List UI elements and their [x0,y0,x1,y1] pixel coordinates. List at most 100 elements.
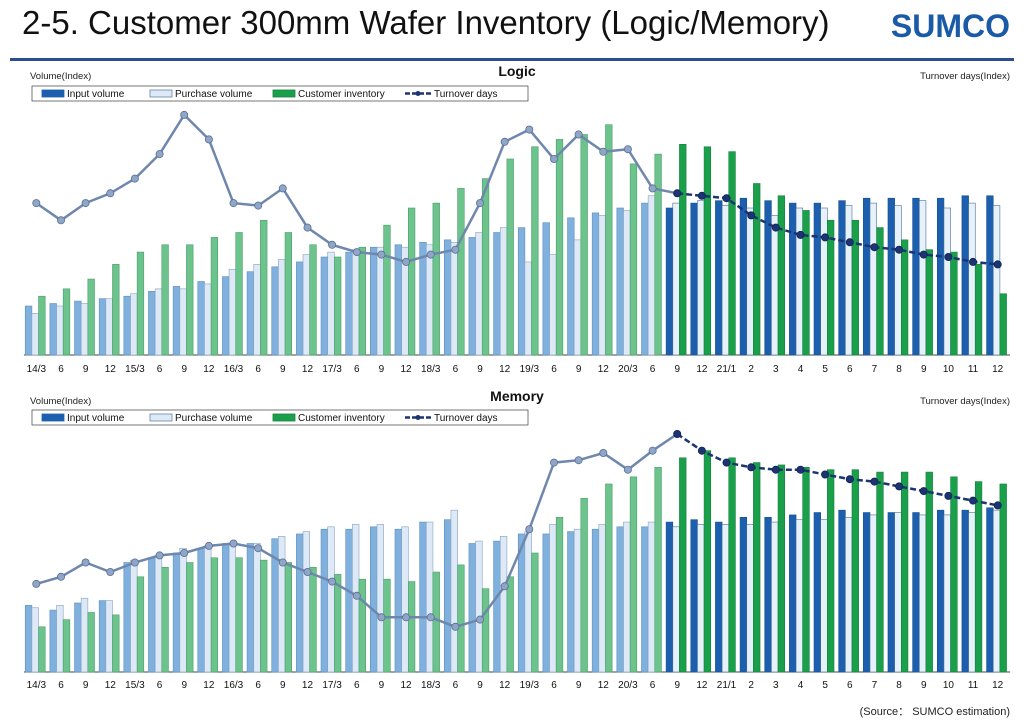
purchase-bar [771,521,779,673]
input-bar [148,557,156,673]
turnover-point [747,463,756,472]
purchase-bar [573,528,582,673]
inventory-bar [827,469,835,673]
purchase-bar [524,261,532,356]
input-bar [715,200,723,356]
x-tick-label: 12 [203,364,215,375]
input-bar [567,217,575,356]
turnover-point [673,429,682,438]
turnover-point [821,470,830,479]
inventory-bar [876,227,884,356]
inventory-bar [580,497,588,673]
x-tick-label: 3 [773,364,779,375]
purchase-bar [992,509,1001,673]
input-bar [296,533,304,673]
legend-swatch [149,413,173,422]
x-tick-label: 3 [773,680,779,691]
turnover-point [229,199,238,208]
inventory-bar [235,557,243,673]
inventory-bar [531,552,539,673]
legend-item-label: Purchase volume [175,413,253,424]
input-bar [370,246,378,356]
purchase-bar [623,210,631,356]
purchase-bar [228,543,237,673]
x-tick-label: 6 [58,364,64,375]
turnover-point [574,456,583,465]
purchase-bar [746,207,754,356]
turnover-point [278,184,287,193]
turnover-point [969,257,978,266]
purchase-bar [672,526,680,673]
input-bar [887,512,895,673]
input-bar [665,207,674,356]
purchase-bar [450,242,458,356]
inventory-bar [383,224,391,356]
x-tick-label: 10 [943,364,955,375]
inventory-bar [161,566,169,673]
x-tick-label: 6 [650,680,656,691]
purchase-bar [376,246,384,356]
inventory-bar [284,562,293,673]
inventory-bar [112,614,120,673]
x-tick-label: 9 [674,364,680,375]
x-tick-label: 2 [748,680,754,691]
x-tick-label: 20/3 [618,680,638,691]
purchase-bar [968,202,976,356]
x-tick-label: 12 [302,364,314,375]
turnover-point [32,199,41,208]
x-tick-label: 12 [696,680,708,691]
turnover-point [599,448,608,457]
input-bar [468,543,476,673]
x-tick-label: 5 [822,680,828,691]
turnover-point [81,558,90,567]
purchase-bar [943,207,951,356]
inventory-bar [753,462,761,673]
purchase-bar [943,514,951,673]
x-tick-label: 15/3 [125,680,145,691]
turnover-point [993,501,1002,510]
turnover-point [771,465,780,474]
purchase-bar [549,254,557,356]
inventory-bar [728,457,736,673]
x-tick-label: 12 [992,680,1004,691]
input-bar [320,528,328,673]
purchase-bar [80,303,89,356]
x-tick-label: 12 [499,680,511,691]
inventory-bar [950,476,958,673]
inventory-bar [654,153,662,356]
x-tick-label: 21/1 [717,364,737,375]
right-axis-label: Turnover days(Index) [920,396,1010,407]
turnover-point [81,199,90,208]
inventory-bar [210,237,219,356]
input-bar [715,521,723,673]
input-bar [567,531,575,673]
purchase-bar [721,205,730,356]
x-tick-label: 6 [354,364,360,375]
inventory-bar [186,244,194,356]
purchase-bar [475,232,483,356]
x-tick-label: 17/3 [322,364,342,375]
inventory-bar [161,244,169,356]
x-tick-label: 6 [551,680,557,691]
purchase-bar [327,526,335,673]
inventory-bar [383,578,391,673]
inventory-bar [629,476,638,673]
inventory-bar [506,576,514,673]
inventory-bar [284,232,293,356]
turnover-point [550,458,559,467]
inventory-bar [555,516,564,673]
x-tick-label: 9 [576,364,582,375]
purchase-bar [204,283,212,356]
input-bar [838,509,846,673]
purchase-bar [31,607,39,673]
input-bar [641,526,649,673]
turnover-point [673,189,682,198]
purchase-bar [647,195,656,356]
turnover-point [180,110,189,119]
x-tick-label: 16/3 [224,680,244,691]
x-tick-label: 8 [896,680,902,691]
purchase-bar [179,547,187,673]
input-bar [690,519,698,673]
turnover-point [525,125,534,134]
sumco-logo: SUMCO [890,8,1010,44]
